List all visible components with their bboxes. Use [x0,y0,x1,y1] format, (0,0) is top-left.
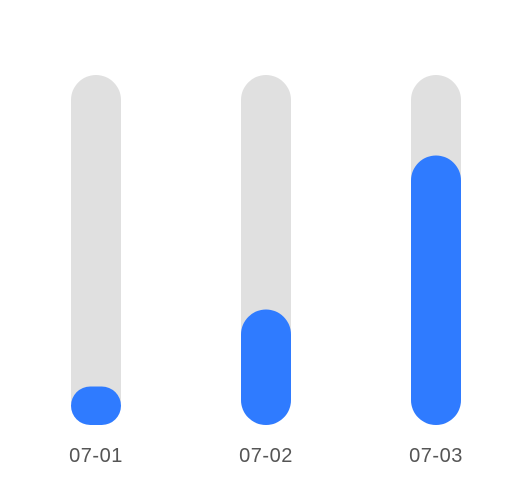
bar-track-07-01 [71,75,121,425]
bar-07-01 [71,386,121,425]
category-label: 07-02 [239,445,293,467]
category-label: 07-03 [409,445,463,467]
bars-layer [71,75,461,425]
category-labels: 07-01 07-02 07-03 [69,445,463,467]
bar-07-03 [411,155,461,425]
bar-07-02 [241,309,291,425]
category-label: 07-01 [69,445,123,467]
